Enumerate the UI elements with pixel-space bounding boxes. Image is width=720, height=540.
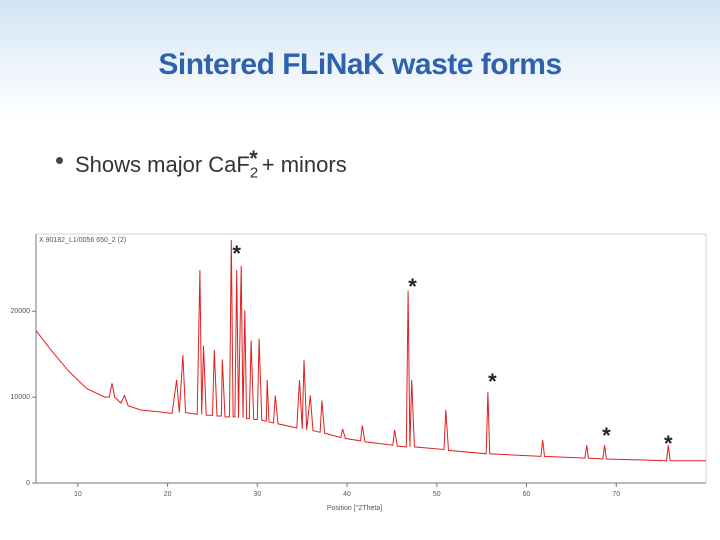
annotation: * xyxy=(664,431,673,456)
annotation: * xyxy=(232,241,241,266)
annotation: * xyxy=(602,423,611,448)
bullet-text: Shows major CaF xyxy=(75,152,250,177)
x-tick-label: 70 xyxy=(612,491,620,498)
bullet: Shows major CaF2* + minors xyxy=(75,146,347,181)
x-tick-label: 60 xyxy=(523,491,531,498)
chart: 0 10000 20000 10 20 30 40 50 60 70 Position [°2The… xyxy=(11,233,707,512)
xrd-trace xyxy=(35,239,706,462)
annotation: * xyxy=(408,274,417,299)
bullet-dot xyxy=(56,157,63,164)
y-tick-label: 20000 xyxy=(11,308,31,315)
x-axis-label: Position [°2Theta] xyxy=(327,504,382,512)
y-tick-label: 10000 xyxy=(11,394,31,401)
x-tick-label: 20 xyxy=(164,491,172,498)
x-tick-label: 30 xyxy=(253,491,261,498)
bullet-sup: * xyxy=(249,146,258,171)
legend-label: X 90182_L1/0056 650_2 (2) xyxy=(39,237,126,244)
bullet-rest: + minors xyxy=(261,152,347,177)
x-tick-label: 40 xyxy=(343,491,351,498)
y-tick-label: 0 xyxy=(26,480,30,487)
bullet-sub: 2 xyxy=(249,164,259,182)
annotation: * xyxy=(488,369,497,394)
x-tick-label: 10 xyxy=(74,491,82,498)
x-tick-label: 50 xyxy=(433,491,441,498)
slide-title: Sintered FLiNaK waste forms xyxy=(158,48,562,81)
